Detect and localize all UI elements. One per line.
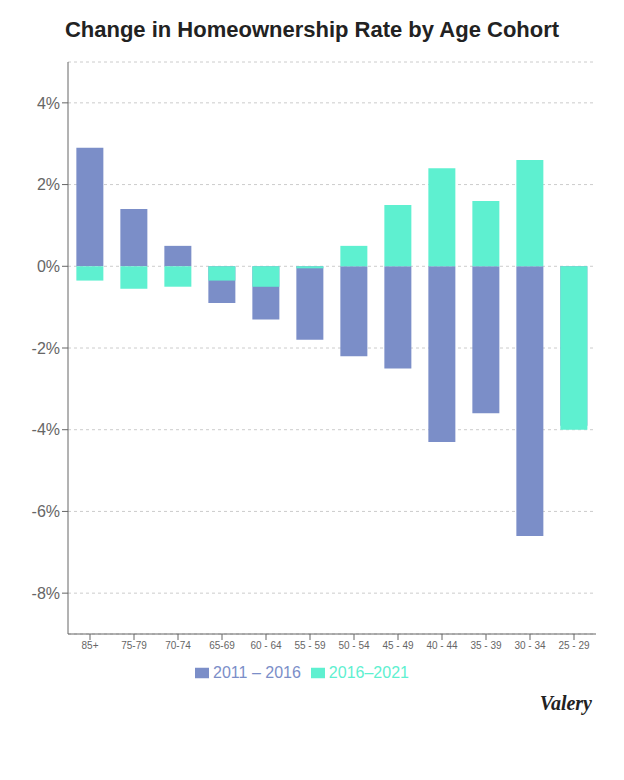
svg-text:70-74: 70-74: [165, 640, 191, 651]
svg-text:-4%: -4%: [32, 421, 60, 438]
svg-text:25 - 29: 25 - 29: [558, 640, 590, 651]
svg-text:50 - 54: 50 - 54: [338, 640, 370, 651]
svg-text:75-79: 75-79: [121, 640, 147, 651]
svg-text:-2%: -2%: [32, 339, 60, 356]
svg-text:40 - 44: 40 - 44: [426, 640, 458, 651]
html-text:Change in Homeownership Rate b: Change in Homeownership Rate by Age Coho…: [64, 17, 560, 42]
svg-text:30 - 34: 30 - 34: [514, 640, 546, 651]
html-text:Valery: Valery: [539, 691, 592, 714]
svg-text:55 - 59: 55 - 59: [294, 640, 326, 651]
svg-text:2%: 2%: [37, 176, 60, 193]
svg-text:4%: 4%: [37, 94, 60, 111]
html-text:2016–2021: 2016–2021: [328, 663, 409, 681]
svg-text:-6%: -6%: [32, 503, 60, 520]
svg-text:85+: 85+: [82, 640, 99, 651]
svg-text:45 - 49: 45 - 49: [382, 640, 414, 651]
svg-text:65-69: 65-69: [209, 640, 235, 651]
svg-text:60 - 64: 60 - 64: [250, 640, 282, 651]
svg-text:35 - 39: 35 - 39: [470, 640, 502, 651]
svg-text:-8%: -8%: [32, 584, 60, 601]
svg-text:0%: 0%: [37, 257, 60, 274]
html-text:2011 – 2016: 2011 – 2016: [213, 663, 301, 681]
